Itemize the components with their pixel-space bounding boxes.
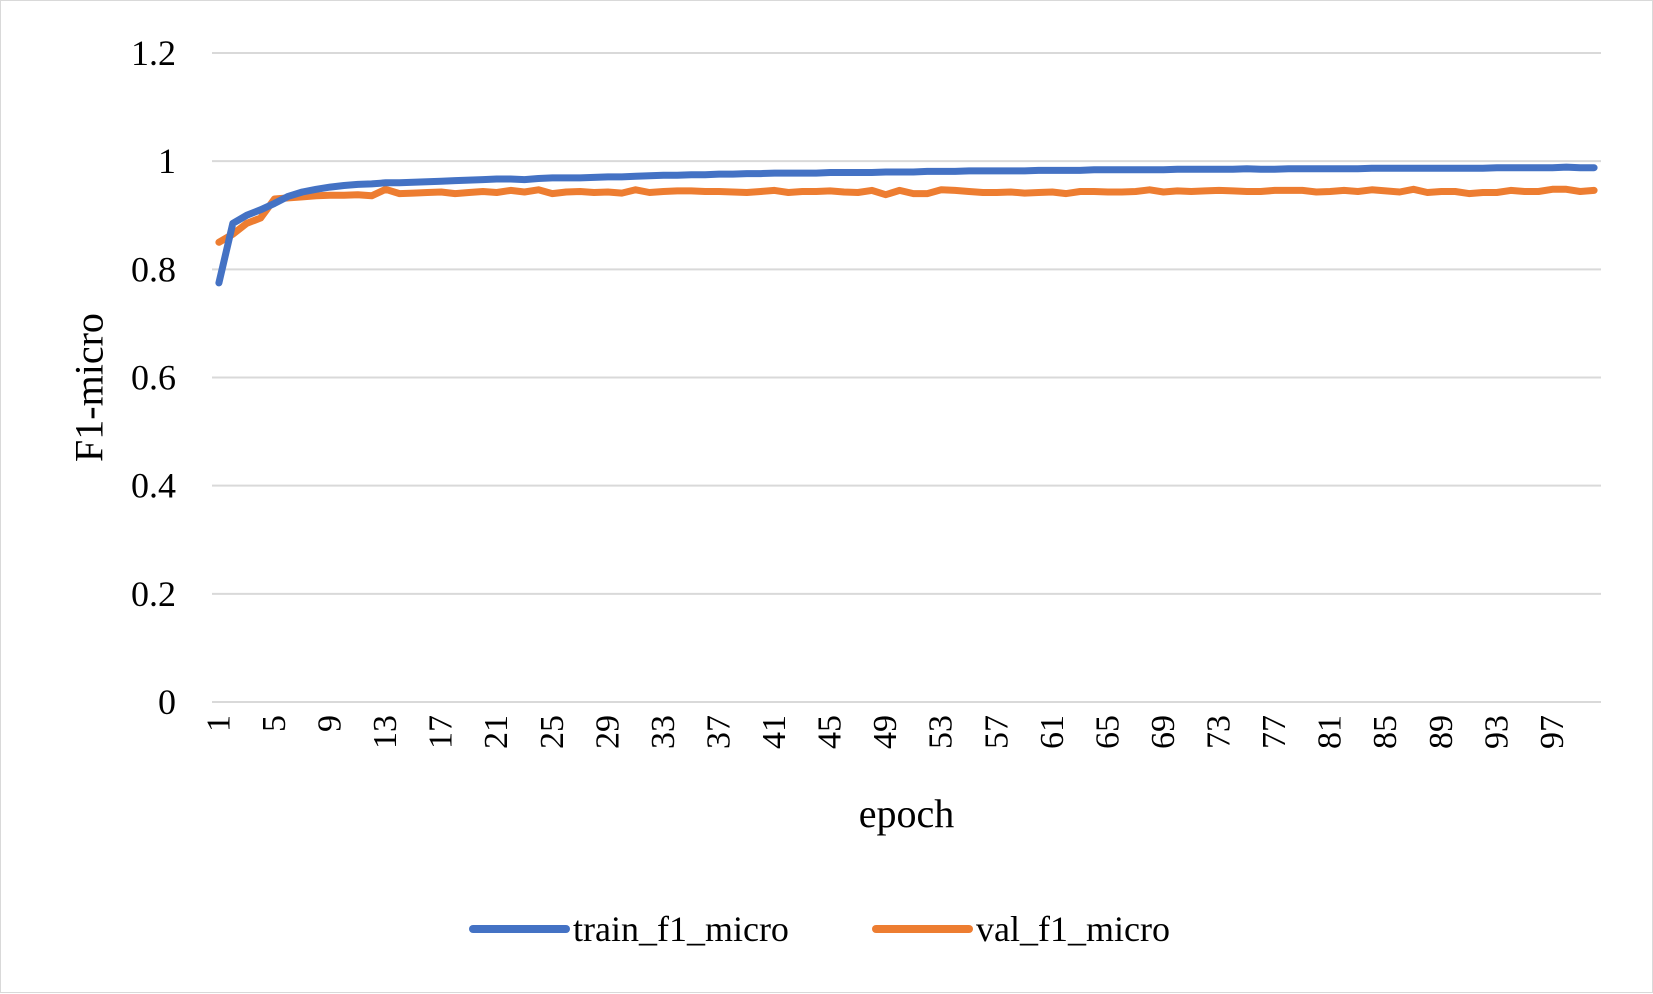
y-tick-label: 0.8 [131,249,176,289]
series-lines [215,163,1598,287]
x-tick-label: 13 [367,715,404,749]
legend-item-train_f1_micro: train_f1_micro [469,909,789,949]
y-tick-label: 0.2 [131,574,176,614]
x-tick-label: 65 [1089,715,1126,749]
x-tick-label: 81 [1312,715,1349,749]
x-tick-label: 5 [256,715,293,732]
x-tick-label: 9 [312,715,349,732]
x-tick-label: 69 [1145,715,1182,749]
x-tick-label: 33 [645,715,682,749]
y-axis-title: F1-micro [67,313,112,462]
x-tick-label: 41 [756,715,793,749]
x-tick-label: 25 [534,715,571,749]
x-tick-label: 37 [700,715,737,749]
x-tick-label: 89 [1423,715,1460,749]
x-tick-label: 97 [1534,715,1571,749]
series-line-val_f1_micro [215,185,1598,246]
y-tick-label: 1 [158,141,176,181]
x-tick-label: 21 [478,715,515,749]
legend: train_f1_micro val_f1_micro [469,909,1170,949]
gridlines [212,52,1601,703]
legend-label: val_f1_micro [976,909,1170,949]
x-tick-label: 45 [812,715,849,749]
series-line-train_f1_micro [215,163,1598,287]
y-tick-label: 1.2 [131,33,176,73]
y-axis-ticks: 0 0.2 0.4 0.6 0.8 1 1.2 [131,33,176,722]
x-tick-label: 85 [1367,715,1404,749]
legend-label: train_f1_micro [573,909,789,949]
x-tick-label: 49 [867,715,904,749]
x-tick-label: 53 [923,715,960,749]
legend-item-val_f1_micro: val_f1_micro [872,909,1170,949]
x-tick-label: 77 [1256,715,1293,749]
x-tick-label: 61 [1034,715,1071,749]
y-tick-label: 0.4 [131,466,176,506]
y-tick-label: 0 [158,682,176,722]
x-tick-label: 57 [978,715,1015,749]
y-tick-label: 0.6 [131,358,176,398]
x-tick-label: 73 [1201,715,1238,749]
x-tick-label: 17 [423,715,460,749]
x-tick-label: 29 [589,715,626,749]
x-tick-label: 1 [200,715,237,732]
x-tick-label: 93 [1478,715,1515,749]
x-axis-ticks: 1 5 9 13 17 21 25 29 33 37 41 45 49 53 57 61 65 69 73 77 81 8… [200,715,1570,749]
x-axis-title: epoch [859,791,955,836]
